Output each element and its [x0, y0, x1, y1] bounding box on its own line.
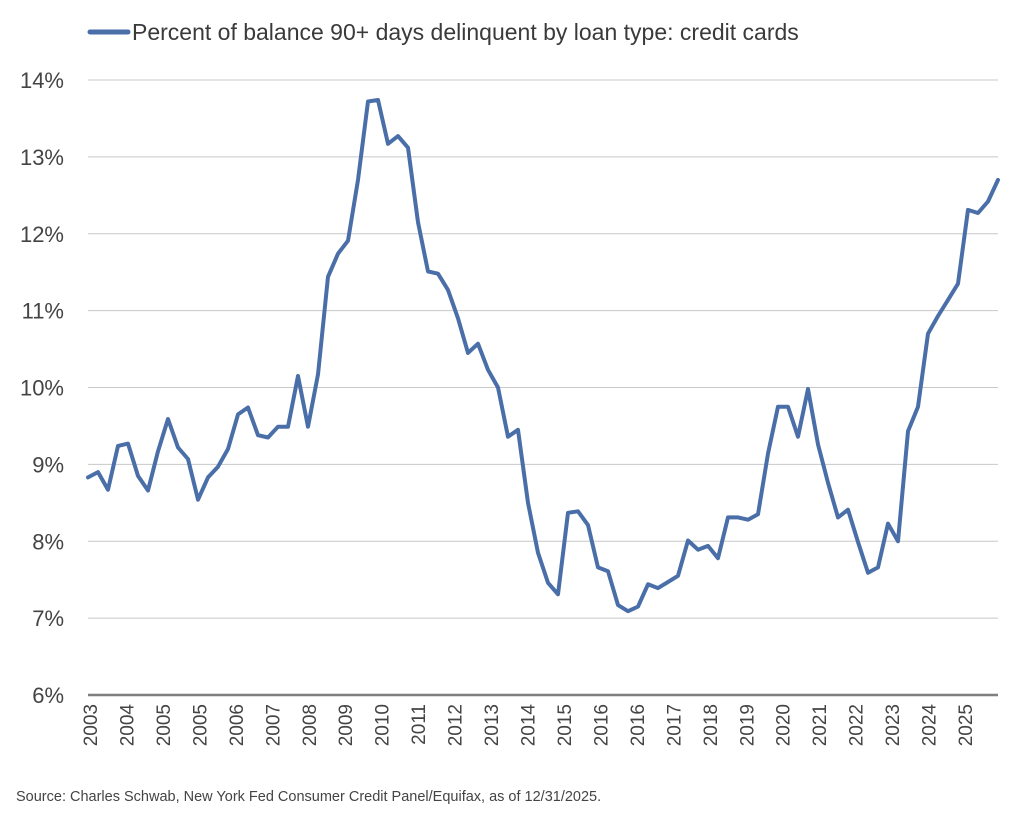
x-tick-label: 2025 — [956, 704, 977, 746]
y-tick-label: 11% — [22, 299, 64, 324]
x-tick-label: 2024 — [920, 704, 941, 747]
x-tick-label: 2015 — [555, 704, 576, 746]
x-tick-label: 2007 — [263, 704, 284, 746]
legend-label: Percent of balance 90+ days delinquent b… — [132, 19, 799, 45]
x-tick-label: 2011 — [409, 704, 430, 745]
x-tick-label: 2018 — [701, 704, 722, 746]
y-tick-label: 8% — [32, 529, 64, 554]
x-tick-label: 2008 — [300, 704, 321, 746]
x-tick-label: 2023 — [883, 704, 904, 746]
x-tick-label: 2003 — [81, 704, 102, 746]
y-tick-label: 9% — [32, 452, 64, 477]
x-tick-label: 2010 — [373, 704, 394, 746]
x-tick-label: 2009 — [336, 704, 357, 746]
x-tick-label: 2006 — [227, 704, 248, 746]
y-tick-label: 13% — [20, 145, 64, 170]
y-tick-label: 6% — [32, 683, 64, 708]
x-tick-label: 2005 — [154, 704, 175, 746]
x-tick-label: 2020 — [774, 704, 795, 746]
x-tick-label: 2019 — [737, 704, 758, 746]
series-layer — [86, 98, 1000, 614]
x-tick-label: 2017 — [664, 704, 685, 746]
legend: Percent of balance 90+ days delinquent b… — [87, 19, 799, 45]
y-tick-label: 12% — [20, 222, 64, 247]
x-tick-label: 2022 — [847, 704, 868, 746]
x-tick-label: 2013 — [482, 704, 503, 746]
y-tick-label: 10% — [20, 376, 64, 401]
x-axis-ticks: 2003 2004 2005 2005 2006 2007 2008 2009 2010 2011… — [81, 704, 977, 747]
x-tick-label: 2012 — [446, 704, 467, 746]
x-tick-label: 2016 — [591, 704, 612, 746]
x-tick-label: 2021 — [810, 704, 831, 746]
x-tick-label: 2004 — [117, 704, 138, 747]
source-note: Source: Charles Schwab, New York Fed Con… — [16, 789, 602, 805]
x-tick-label: 2016 — [628, 704, 649, 746]
y-tick-label: 7% — [32, 606, 64, 631]
gridlines — [88, 79, 998, 697]
y-tick-label: 14% — [20, 68, 64, 93]
x-tick-label: 2005 — [190, 704, 211, 746]
x-tick-label: 2014 — [519, 704, 540, 747]
series-line-credit-cards — [86, 98, 1000, 614]
y-axis-ticks: 6% 7% 8% 9% 10% 11% 12% 13% 14% — [20, 68, 64, 708]
